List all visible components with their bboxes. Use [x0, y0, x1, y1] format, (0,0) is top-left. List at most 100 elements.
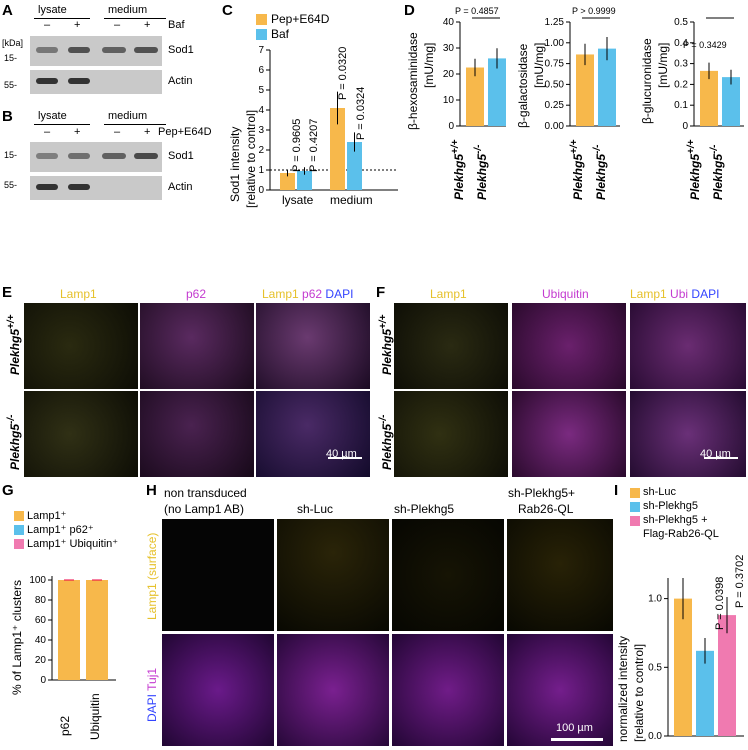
- panel-label-e: E: [2, 284, 13, 301]
- panel-f-image-wt-merge: [630, 303, 746, 389]
- panel-e-row-wt: Plekhg5+/+: [6, 314, 22, 376]
- chart-d-u-ytick-label: 0: [682, 121, 688, 132]
- panel-h-image-nt-tuj1: [162, 634, 274, 746]
- panel-e-row-ko: Plekhg5-/-: [6, 414, 22, 470]
- chart-d-h-ylabel-1: β-hexosaminidase: [406, 32, 420, 130]
- chart-g-ytick-label: 100: [29, 575, 46, 586]
- chart-d-g-bar: [598, 48, 616, 126]
- chart-c-pval-2: P = 0.4207: [308, 118, 320, 172]
- blot-a-lysate-label: lysate: [38, 4, 67, 16]
- chart-i-ylabel-2: [relative to control]: [632, 643, 646, 742]
- panel-e-image-wt-p62: [140, 303, 254, 389]
- legend-i-label-3: sh-Plekhg5 +: [643, 514, 708, 526]
- panel-h-row-2: DAPI Tuj1: [145, 667, 159, 722]
- chart-i-ytick-label: 0.5: [648, 662, 662, 673]
- chart-d-g-xlabel-wt: Plekhg5+/+: [569, 139, 585, 201]
- panel-label-d: D: [404, 2, 415, 19]
- panel-h-image-nt-lamp1: [162, 519, 274, 631]
- chart-c-ytick-label: 4: [258, 105, 264, 116]
- chart-g-ytick-label: 40: [35, 635, 47, 646]
- chart-g-xlabel-p62: p62: [58, 715, 72, 736]
- panel-h-image-shplekhg5-lamp1: [392, 519, 504, 631]
- panel-e-col-lamp1: Lamp1: [60, 287, 97, 301]
- legend-c-swatch-1: [256, 14, 267, 25]
- blot-b-minus-2: –: [114, 126, 121, 138]
- legend-i-label-1: sh-Luc: [643, 486, 677, 498]
- chart-g-bar: [58, 580, 80, 680]
- blot-a-actin-label: Actin: [168, 75, 193, 87]
- legend-c-swatch-2: [256, 29, 267, 40]
- blot-a-plus-1: +: [74, 19, 81, 31]
- chart-i-bar: [696, 650, 714, 736]
- chart-d-g-bar: [576, 54, 594, 127]
- chart-d-h-ytick-label: 20: [443, 69, 455, 80]
- chart-c-bar: [330, 108, 345, 190]
- legend-g-swatch-1: [14, 511, 24, 521]
- chart-g-bar: [86, 580, 108, 680]
- legend-g-swatch-3: [14, 539, 24, 549]
- legend-g-label-1: Lamp1⁺: [27, 510, 67, 522]
- blot-b-actin-label: Actin: [168, 181, 193, 193]
- legend-g-swatch-2: [14, 525, 24, 535]
- chart-d-h-xlabel-wt: Plekhg5+/+: [450, 139, 466, 201]
- blot-a-sod1-strip: [30, 36, 162, 66]
- blot-a-minus-2: –: [114, 19, 121, 31]
- chart-d-u-pval: P = 0.3429: [683, 40, 727, 50]
- panel-f-row-wt: Plekhg5+/+: [378, 314, 394, 376]
- panel-h-image-rescue-tuj1: [507, 634, 613, 746]
- legend-i-swatch-2: [630, 502, 640, 512]
- panel-f-image-ko-lamp1: [394, 391, 508, 477]
- chart-d-u-xlabel-ko: Plekhg5-/-: [709, 144, 725, 200]
- chart-g-ytick-label: 0: [40, 675, 46, 686]
- panel-e-image-ko-p62: [140, 391, 254, 477]
- chart-c-pval-1: P = 0.9605: [291, 118, 303, 172]
- legend-g-label-2: Lamp1⁺ p62⁺: [27, 524, 94, 536]
- chart-g-ytick-label: 80: [35, 595, 47, 606]
- chart-i-bar: [718, 615, 736, 736]
- panel-e-col-merge: Lamp1 p62 DAPI: [262, 287, 354, 301]
- chart-c-ytick-label: 1: [258, 165, 264, 176]
- chart-d-h-bar: [466, 67, 484, 126]
- chart-d-u-ytick-label: 0.3: [674, 59, 688, 70]
- legend-i-swatch-1: [630, 488, 640, 498]
- legend-c-label-2: Baf: [271, 27, 290, 41]
- chart-d-g-svg: 0.00 0.25 0.50 0.75 1.00 1.25: [545, 17, 620, 132]
- chart-c-bars: [280, 91, 362, 190]
- chart-i-pval-2: P = 0.3702: [734, 554, 746, 608]
- chart-c-ytick-label: 0: [258, 185, 264, 196]
- chart-i-ytick-label: 0.0: [648, 731, 662, 742]
- chart-i-bar: [674, 598, 692, 736]
- chart-d-g-ylabel-1: β-galactosidase: [516, 43, 530, 128]
- panel-h-scale-bar: [551, 738, 603, 741]
- panel-h-col-3: sh-Plekhg5: [394, 502, 455, 516]
- panel-h-col-4b: Rab26-QL: [518, 502, 574, 516]
- blot-a-medium-label: medium: [108, 4, 148, 16]
- chart-c-xlabel-medium: medium: [330, 193, 373, 207]
- legend-c-label-1: Pep+E64D: [271, 12, 330, 26]
- blot-a-marker-55: 55-: [4, 80, 18, 90]
- panel-e-image-wt-lamp1: [24, 303, 138, 389]
- chart-c-ytick-label: 3: [258, 125, 264, 136]
- blot-a-minus-1: –: [44, 19, 51, 31]
- blot-b-sod1-label: Sod1: [168, 150, 194, 162]
- panel-f-scale-bar: [704, 457, 738, 459]
- chart-d-h-svg: 0 10 20 30 40: [443, 17, 506, 132]
- chart-c-bar: [297, 171, 312, 190]
- panel-h-col-2: sh-Luc: [297, 502, 334, 516]
- blot-b-treatment-label: Pep+E64D: [158, 126, 212, 138]
- blot-b-marker-55: 55-: [4, 180, 18, 190]
- chart-d-g-ytick-label: 0.50: [545, 79, 565, 90]
- chart-c-ytick-label: 2: [258, 145, 264, 156]
- blot-b-lysate-label: lysate: [38, 110, 67, 122]
- chart-d-h-ytick-label: 30: [443, 43, 455, 54]
- panel-h-col-4a: sh-Plekhg5+: [508, 486, 576, 500]
- chart-d-h-pval: P = 0.4857: [455, 6, 499, 16]
- chart-d-u-bar: [700, 70, 718, 126]
- panel-label-a: A: [2, 2, 13, 19]
- legend-i-label-4: Flag-Rab26-QL: [643, 528, 719, 540]
- chart-g-xlabel-ubiquitin: Ubiquitin: [88, 693, 102, 740]
- chart-d-h-ytick-label: 10: [443, 95, 455, 106]
- chart-g-ytick-label: 60: [35, 615, 47, 626]
- panel-h-row-1: Lamp1 (surface): [145, 532, 159, 620]
- blot-a-actin-strip: [30, 70, 162, 94]
